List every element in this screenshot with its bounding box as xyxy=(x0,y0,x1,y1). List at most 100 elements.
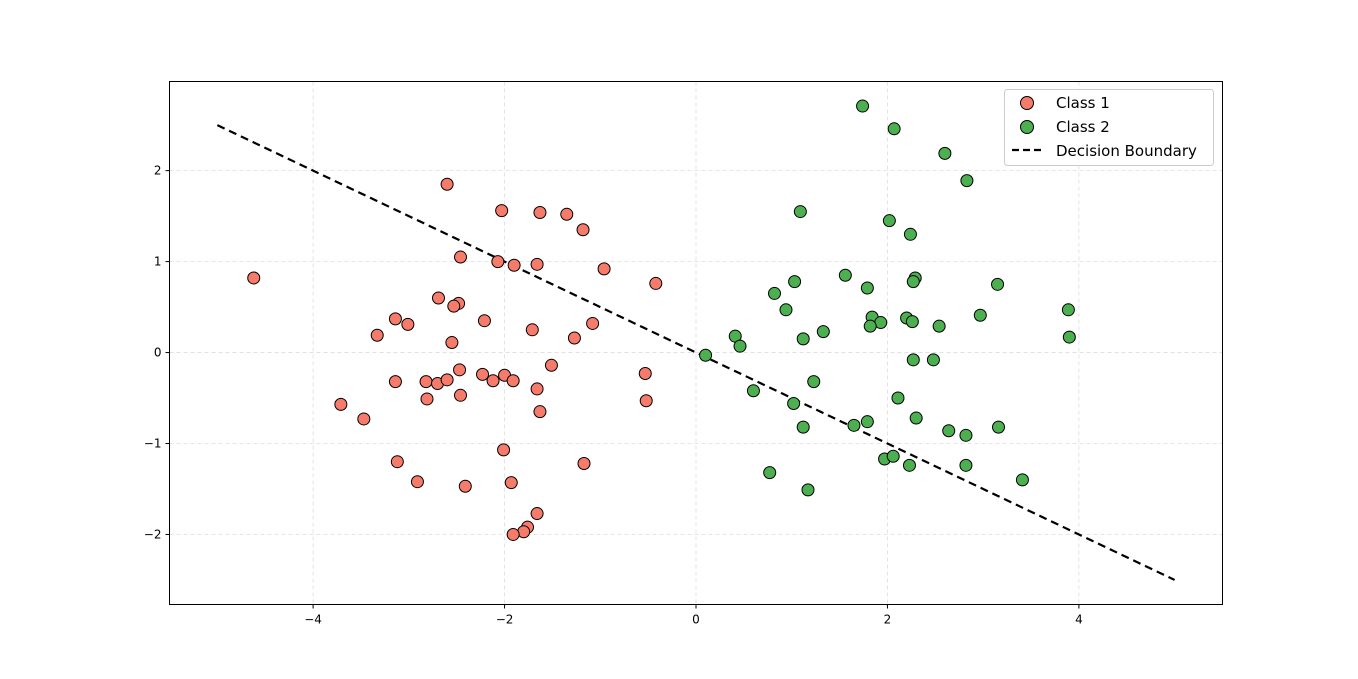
x-tick-label: 4 xyxy=(1075,613,1083,627)
class-1-point xyxy=(388,375,402,389)
legend-box xyxy=(1004,89,1214,166)
class-2-point xyxy=(959,458,973,472)
legend-class1-label: Class 1 xyxy=(1056,94,1110,112)
legend-class2-label: Class 2 xyxy=(1056,118,1110,136)
class-1-point xyxy=(533,405,547,419)
class-1-point xyxy=(419,375,433,389)
class-1-point xyxy=(530,257,544,271)
class-1-point xyxy=(447,299,461,313)
class-1-point xyxy=(486,374,500,388)
class-1-point xyxy=(491,255,505,269)
y-tick-label: −1 xyxy=(144,437,162,451)
class-2-point xyxy=(779,303,793,317)
class-2-point xyxy=(796,420,810,434)
class-2-point xyxy=(1061,303,1075,317)
legend: Class 1 Class 2 Decision Boundary xyxy=(1004,89,1214,166)
class-1-point xyxy=(334,397,348,411)
y-tick-label: 0 xyxy=(154,346,162,360)
class-1-point xyxy=(544,358,558,372)
x-tick-label: 0 xyxy=(692,613,700,627)
class-2-point xyxy=(838,268,852,282)
y-axis-ticks: −2 −1 0 1 2 xyxy=(144,164,170,541)
class-1-point xyxy=(440,177,454,191)
class-2-point xyxy=(926,353,940,367)
class-1-point xyxy=(388,312,402,326)
class-2-point xyxy=(847,418,861,432)
class-1-point xyxy=(370,328,384,342)
class-1-point xyxy=(525,323,539,337)
class-1-point xyxy=(576,223,590,237)
class-1-point xyxy=(247,271,261,285)
class-2-point xyxy=(991,420,1005,434)
class-2-point xyxy=(887,122,901,136)
x-tick-label: −2 xyxy=(496,613,514,627)
grid-lines xyxy=(169,81,1223,605)
class-1-point xyxy=(458,479,472,493)
class-2-point xyxy=(942,424,956,438)
class-2-point xyxy=(860,281,874,295)
class-1-point xyxy=(431,291,445,305)
class-1-point xyxy=(440,373,454,387)
class-1-point xyxy=(497,443,511,457)
class-1-point xyxy=(454,250,468,264)
class-2-point xyxy=(882,214,896,228)
decision-boundary xyxy=(216,124,1176,581)
class-2-point xyxy=(1062,330,1076,344)
class-2-point xyxy=(863,319,877,333)
class-2-point xyxy=(856,99,870,113)
class-2-point xyxy=(860,415,874,429)
class-1-point xyxy=(506,527,520,541)
x-axis-ticks: −4 −2 0 2 4 xyxy=(304,604,1083,627)
class-1-point xyxy=(638,366,652,380)
class-1-point xyxy=(410,475,424,489)
class-2-point xyxy=(733,339,747,353)
y-tick-label: 1 xyxy=(154,255,162,269)
class-1-point xyxy=(597,262,611,276)
y-tick-label: 2 xyxy=(154,164,162,178)
class-2-point xyxy=(905,315,919,329)
class-1-point xyxy=(533,205,547,219)
class-2-point xyxy=(816,325,830,339)
class-2-point xyxy=(991,277,1005,291)
class-2-point xyxy=(763,466,777,480)
class-2-point xyxy=(746,384,760,398)
class-1-point xyxy=(401,317,415,331)
class-2-point xyxy=(891,391,905,405)
class-2-point xyxy=(788,275,802,289)
class-1-point xyxy=(445,336,459,350)
class-1-point xyxy=(560,207,574,221)
class-1-point xyxy=(454,388,468,402)
class-2-point xyxy=(902,458,916,472)
class-1-point xyxy=(477,314,491,328)
x-tick-label: 2 xyxy=(884,613,892,627)
class-2-point xyxy=(909,411,923,425)
class-2-point xyxy=(938,146,952,160)
class-2-point xyxy=(973,308,987,322)
legend-class2-marker-icon xyxy=(1020,120,1034,134)
class-1-point xyxy=(649,276,663,290)
class-1-point xyxy=(639,394,653,408)
class-2-point xyxy=(906,275,920,289)
class-1-point xyxy=(453,363,467,377)
class-2-point xyxy=(903,227,917,241)
class-2-point xyxy=(787,396,801,410)
class-2-point xyxy=(959,428,973,442)
class-2-point xyxy=(807,375,821,389)
y-tick-label: −2 xyxy=(144,527,162,541)
legend-boundary-label: Decision Boundary xyxy=(1056,142,1197,160)
class-1-point xyxy=(390,455,404,469)
class-2-point xyxy=(796,332,810,346)
class-1-point xyxy=(504,476,518,490)
class-2-point xyxy=(793,205,807,219)
x-tick-label: −4 xyxy=(304,613,322,627)
class-1-point xyxy=(567,331,581,345)
class-2-point xyxy=(767,286,781,300)
class-2-point xyxy=(960,174,974,188)
class-2-point xyxy=(886,449,900,463)
class-2-point xyxy=(1015,473,1029,487)
class-2-point xyxy=(801,483,815,497)
class-1-point xyxy=(577,457,591,471)
class-1-point xyxy=(530,382,544,396)
class-1-point xyxy=(507,258,521,272)
